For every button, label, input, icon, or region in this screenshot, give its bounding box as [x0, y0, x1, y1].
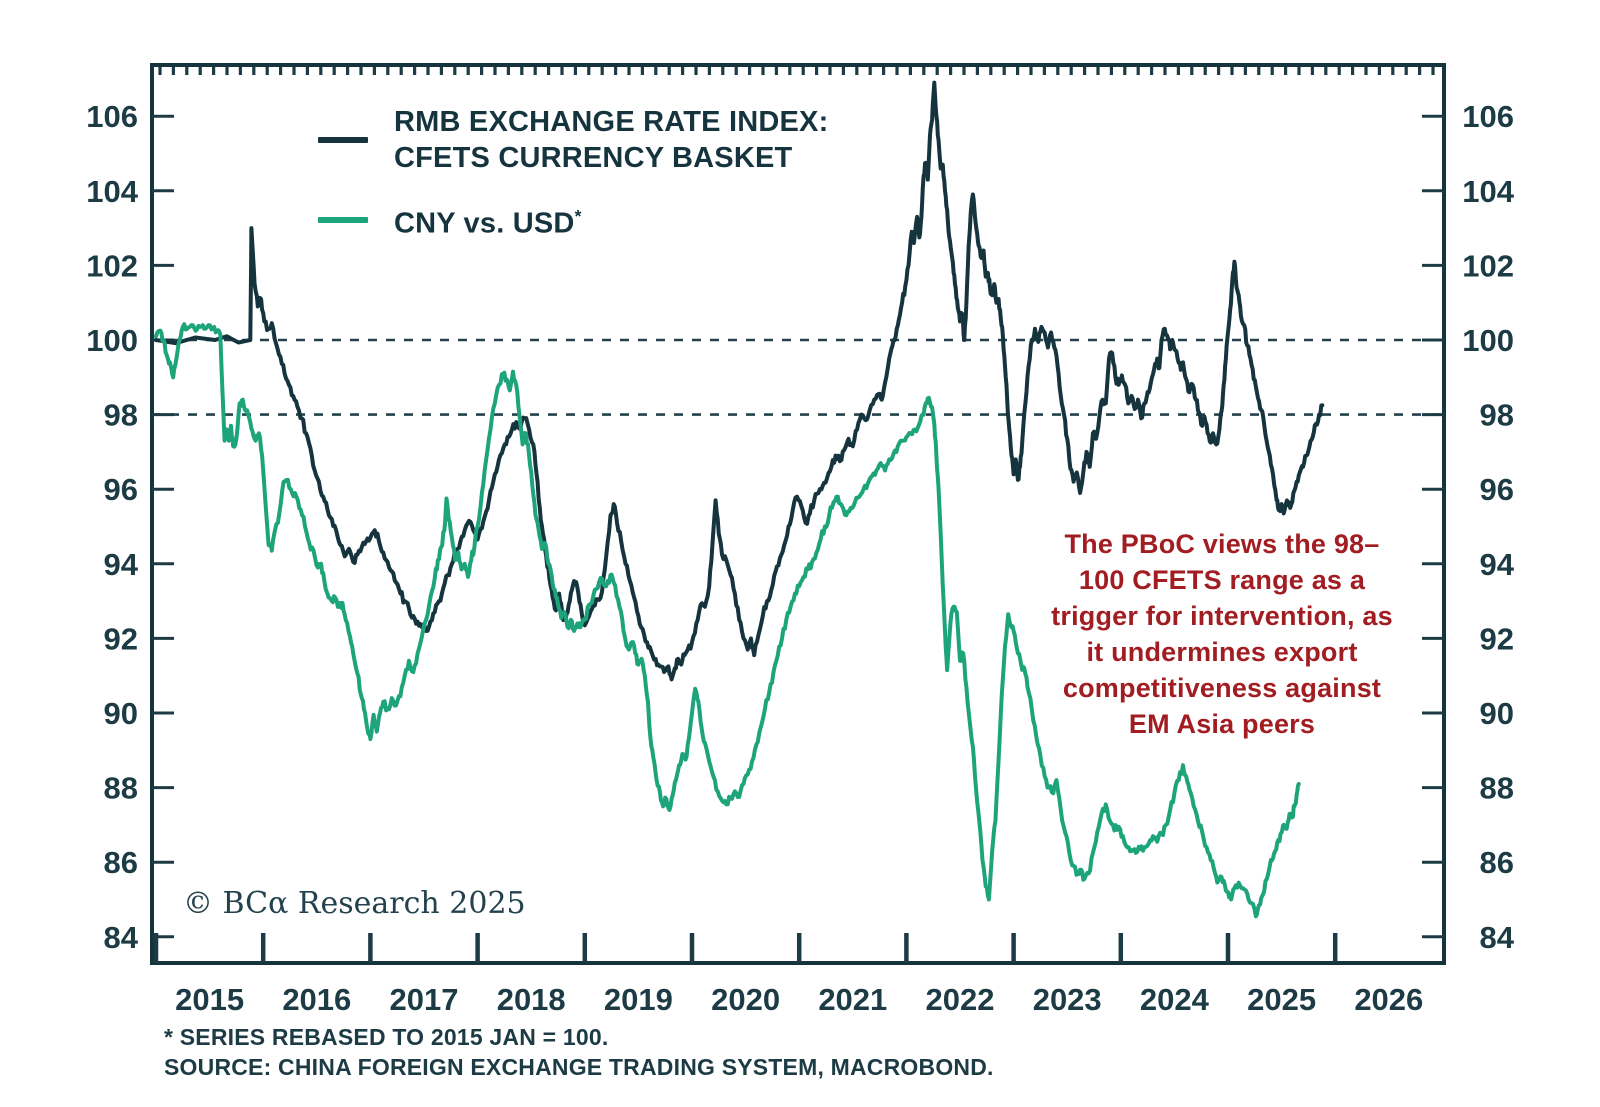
y-axis-label-left: 90	[104, 696, 138, 731]
cfets-series-line	[154, 80, 1325, 682]
y-axis-label-left: 84	[104, 920, 139, 955]
footnotes: * SERIES REBASED TO 2015 JAN = 100. SOUR…	[164, 1022, 994, 1082]
y-axis-label-left: 106	[86, 99, 138, 134]
legend-label-cfets: RMB EXCHANGE RATE INDEX: CFETS CURRENCY …	[394, 106, 829, 174]
x-axis-label: 2026	[1354, 982, 1423, 1017]
y-axis-label-right: 92	[1480, 621, 1514, 656]
cny-line-swatch-icon	[318, 216, 368, 223]
y-axis-label-left: 100	[86, 323, 138, 358]
x-axis-label: 2019	[604, 982, 673, 1017]
y-axis-label-right: 86	[1480, 845, 1514, 880]
x-axis-label: 2022	[926, 982, 995, 1017]
footnote-source: SOURCE: CHINA FOREIGN EXCHANGE TRADING S…	[164, 1054, 994, 1080]
y-axis-label-left: 86	[104, 845, 138, 880]
x-axis-label: 2020	[711, 982, 780, 1017]
legend-item-cfets: RMB EXCHANGE RATE INDEX: CFETS CURRENCY …	[318, 104, 828, 176]
x-axis-label: 2017	[390, 982, 459, 1017]
y-axis-label-right: 84	[1480, 920, 1515, 955]
legend: RMB EXCHANGE RATE INDEX: CFETS CURRENCY …	[318, 104, 828, 264]
y-axis-label-left: 98	[104, 398, 138, 433]
x-axis-label: 2016	[282, 982, 351, 1017]
y-axis-label-right: 96	[1480, 472, 1514, 507]
y-axis-label-right: 88	[1480, 771, 1514, 806]
x-axis-label: 2021	[818, 982, 887, 1017]
legend-item-cny: CNY vs. USD*	[318, 198, 828, 242]
footnote-rebase: * SERIES REBASED TO 2015 JAN = 100.	[164, 1024, 609, 1050]
y-axis-label-right: 102	[1462, 248, 1514, 283]
y-axis-label-right: 98	[1480, 398, 1514, 433]
x-axis-label: 2023	[1033, 982, 1102, 1017]
x-axis-label: 2015	[175, 982, 244, 1017]
legend-label-cny: CNY vs. USD*	[394, 206, 582, 240]
y-axis-label-left: 104	[86, 174, 138, 209]
y-axis-label-left: 92	[104, 621, 138, 656]
y-axis-label-right: 104	[1462, 174, 1514, 209]
y-axis-label-left: 94	[104, 547, 139, 582]
y-axis-label-right: 90	[1480, 696, 1514, 731]
y-axis-label-right: 106	[1462, 99, 1514, 134]
cny-series-line	[154, 322, 1301, 919]
copyright: © BCα Research 2025	[183, 886, 526, 921]
y-axis-label-left: 96	[104, 472, 138, 507]
x-axis-label: 2024	[1140, 982, 1210, 1017]
footnote-marker: *	[574, 206, 582, 226]
y-axis-label-left: 88	[104, 771, 138, 806]
x-axis-label: 2018	[497, 982, 566, 1017]
y-axis-label-right: 100	[1462, 323, 1514, 358]
y-axis-label-right: 94	[1480, 547, 1515, 582]
x-axis-label: 2025	[1247, 982, 1316, 1017]
y-axis-label-left: 102	[86, 248, 138, 283]
annotation-text: The PBoC views the 98– 100 CFETS range as…	[1051, 529, 1393, 739]
cfets-line-swatch-icon	[318, 137, 368, 143]
